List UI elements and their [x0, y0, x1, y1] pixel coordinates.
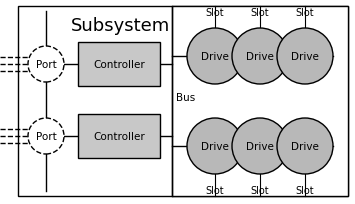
- Text: Bus: Bus: [176, 93, 195, 102]
- Text: Controller: Controller: [93, 131, 145, 141]
- Text: Port: Port: [36, 60, 56, 70]
- Circle shape: [277, 118, 333, 174]
- Text: Slot: Slot: [296, 185, 314, 195]
- Text: Drive: Drive: [291, 52, 319, 62]
- Text: Drive: Drive: [201, 52, 229, 62]
- Circle shape: [28, 118, 64, 154]
- Circle shape: [232, 118, 288, 174]
- Text: Slot: Slot: [251, 185, 269, 195]
- Text: Controller: Controller: [93, 60, 145, 70]
- Text: Slot: Slot: [206, 185, 224, 195]
- Text: Slot: Slot: [206, 8, 224, 18]
- Bar: [78, 114, 160, 158]
- Circle shape: [277, 29, 333, 85]
- Circle shape: [232, 29, 288, 85]
- Bar: [78, 43, 160, 86]
- Text: Slot: Slot: [296, 8, 314, 18]
- Text: Drive: Drive: [246, 141, 274, 151]
- Text: Drive: Drive: [291, 141, 319, 151]
- Text: Port: Port: [36, 131, 56, 141]
- Text: Drive: Drive: [201, 141, 229, 151]
- Text: Drive: Drive: [246, 52, 274, 62]
- Circle shape: [187, 118, 243, 174]
- Circle shape: [28, 47, 64, 83]
- Bar: [172, 7, 348, 196]
- Text: Subsystem: Subsystem: [70, 17, 170, 35]
- Text: Slot: Slot: [251, 8, 269, 18]
- Circle shape: [187, 29, 243, 85]
